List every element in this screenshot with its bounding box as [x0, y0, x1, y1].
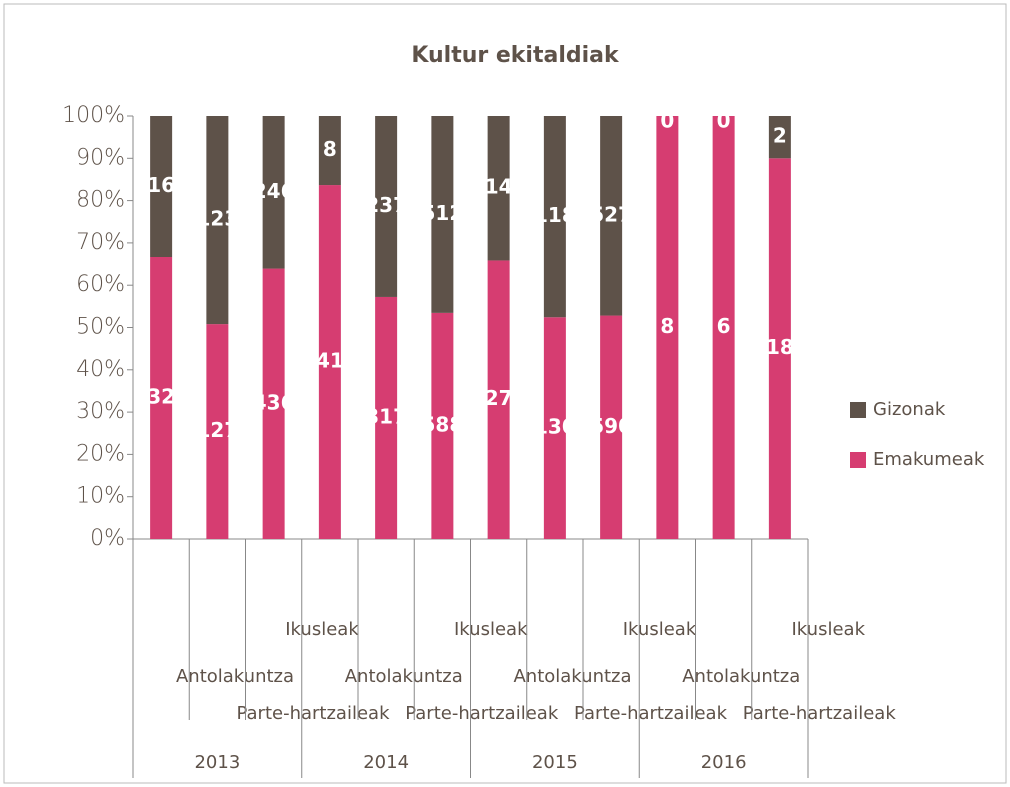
data-label: 41	[316, 349, 344, 373]
y-tick-label: 80%	[76, 188, 125, 213]
group-label: 2013	[194, 752, 240, 773]
data-label: 8	[323, 137, 337, 161]
x-tick-label: Ikusleak	[454, 619, 528, 640]
bar-segment	[431, 312, 454, 539]
bar-segment	[150, 116, 173, 257]
data-label: 123	[197, 207, 239, 231]
bar-segment	[487, 260, 510, 539]
y-tick-label: 90%	[76, 145, 125, 170]
data-label: 0	[660, 109, 674, 133]
data-label: 527	[590, 202, 632, 226]
data-label: 16	[147, 173, 175, 197]
x-tick-label: Antolakuntza	[345, 666, 463, 687]
bar-segment	[375, 116, 398, 297]
bar-segment	[600, 116, 623, 316]
x-tick-label: Ikusleak	[285, 619, 359, 640]
legend-label: Emakumeak	[873, 449, 985, 470]
bar-segment	[431, 116, 454, 313]
y-tick-label: 100%	[62, 103, 125, 128]
data-label: 6	[717, 314, 731, 338]
y-tick-label: 0%	[90, 526, 125, 551]
x-tick-label: Parte-hartzaileak	[236, 703, 390, 724]
bar-segment	[712, 116, 735, 539]
x-tick-label: Antolakuntza	[176, 666, 294, 687]
bar-segment	[206, 116, 229, 325]
bar-segment	[206, 324, 229, 539]
y-tick-label: 20%	[76, 441, 125, 466]
y-tick-label: 40%	[76, 357, 125, 382]
legend-swatch	[850, 402, 866, 418]
data-label: 512	[422, 201, 464, 225]
data-label: 2	[773, 124, 787, 148]
x-tick-label: Parte-hartzaileak	[574, 703, 728, 724]
x-tick-label: Antolakuntza	[513, 666, 631, 687]
legend-label: Gizonak	[873, 399, 946, 420]
data-label: 8	[660, 314, 674, 338]
y-tick-label: 70%	[76, 230, 125, 255]
group-label: 2016	[701, 752, 747, 773]
bar-segment	[768, 158, 791, 540]
bar-segment	[487, 116, 510, 261]
data-label: 0	[717, 109, 731, 133]
group-label: 2015	[532, 752, 578, 773]
data-label: 317	[365, 404, 407, 428]
chart-title: Kultur ekitaldiak	[411, 43, 620, 68]
group-label: 2014	[363, 752, 409, 773]
x-tick-label: Ikusleak	[623, 619, 697, 640]
bar-segment	[600, 315, 623, 539]
data-label: 118	[534, 203, 576, 227]
bar-segment	[318, 185, 341, 539]
x-tick-label: Parte-hartzaileak	[743, 703, 897, 724]
y-tick-label: 30%	[76, 399, 125, 424]
data-label: 127	[197, 418, 239, 442]
bar-segment	[543, 116, 566, 318]
x-tick-label: Antolakuntza	[682, 666, 800, 687]
data-label: 590	[590, 414, 632, 438]
bar-segment	[262, 116, 285, 269]
bar-segment	[318, 116, 341, 186]
y-tick-label: 60%	[76, 272, 125, 297]
y-tick-label: 50%	[76, 315, 125, 340]
data-label: 237	[365, 193, 407, 217]
legend-swatch	[850, 452, 866, 468]
data-label: 14	[485, 175, 513, 199]
bar-segment	[543, 317, 566, 539]
data-label: 130	[534, 415, 576, 439]
data-label: 18	[766, 335, 794, 359]
data-label: 246	[253, 179, 295, 203]
y-tick-label: 10%	[76, 484, 125, 509]
data-label: 27	[485, 386, 513, 410]
data-label: 436	[253, 390, 295, 414]
bar-segment	[375, 296, 398, 539]
data-label: 588	[422, 412, 464, 436]
bar-segment	[262, 268, 285, 539]
data-label: 32	[147, 385, 175, 409]
bar-segment	[768, 116, 791, 159]
bar-segment	[150, 257, 173, 539]
x-tick-label: Parte-hartzaileak	[405, 703, 559, 724]
x-tick-label: Ikusleak	[792, 619, 866, 640]
bar-segment	[656, 116, 679, 539]
